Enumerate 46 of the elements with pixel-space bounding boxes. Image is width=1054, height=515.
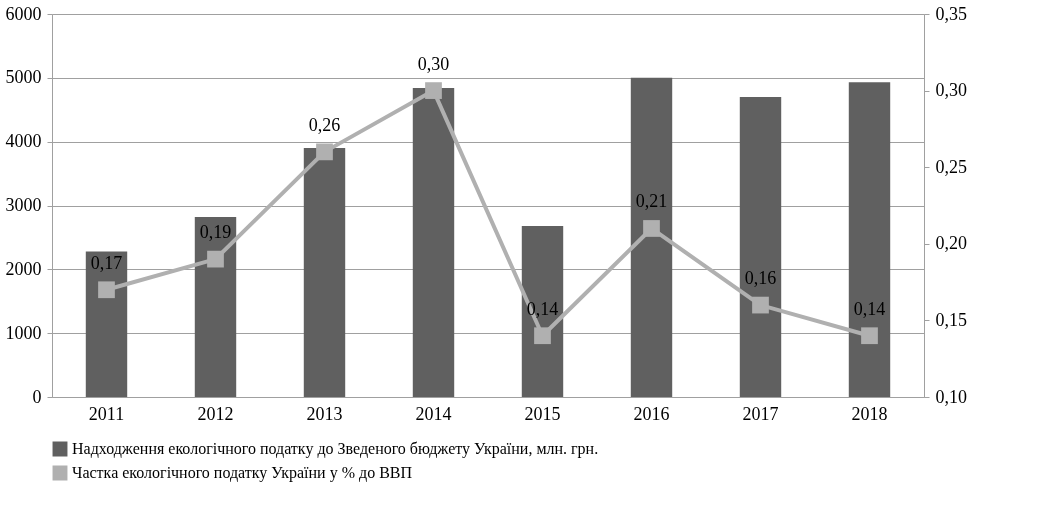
y2-tick-label: 0,15 (935, 309, 967, 330)
x-tick-label: 2011 (88, 403, 125, 424)
y-tick-label: 0 (32, 386, 42, 407)
point (207, 250, 224, 268)
y-tick-label: 1000 (5, 322, 42, 343)
y2-tick-label: 0,30 (935, 80, 967, 101)
legend-label: Частка екологічного податку України у % до ВВП (72, 464, 413, 482)
bar (521, 225, 564, 397)
bar (85, 251, 128, 397)
bar (194, 216, 237, 397)
x-tick-label: 2013 (306, 403, 343, 424)
bar (739, 96, 782, 397)
x-tick-label: 2015 (524, 403, 561, 424)
data-label: 0,14 (853, 298, 886, 319)
y-tick-label: 2000 (5, 258, 42, 279)
x-tick-label: 2012 (197, 403, 234, 424)
point (534, 327, 551, 345)
data-label: 0,16 (744, 268, 777, 289)
point (98, 281, 115, 299)
y-tick-label: 6000 (5, 3, 42, 24)
x-tick-label: 2014 (415, 403, 452, 424)
bar (630, 77, 673, 397)
y2-tick-label: 0,25 (935, 156, 967, 177)
data-label: 0,26 (308, 114, 341, 135)
data-label: 0,21 (635, 191, 668, 212)
data-label: 0,17 (90, 252, 123, 273)
bar (412, 88, 455, 397)
x-tick-label: 2017 (742, 403, 779, 424)
point (752, 296, 769, 314)
point (316, 143, 333, 161)
data-label: 0,30 (417, 53, 450, 74)
data-label: 0,19 (199, 222, 232, 243)
bar (303, 148, 346, 397)
y-tick-label: 3000 (5, 195, 42, 215)
x-tick-label: 2018 (851, 403, 888, 424)
y2-tick-label: 0,35 (935, 3, 967, 24)
point (861, 327, 878, 345)
y-tick-label: 4000 (5, 131, 42, 152)
point (643, 220, 660, 237)
legend-label: Надходження екологічного податку до Зведеного бюджету України, млн. грн. (72, 440, 599, 458)
y2-tick-label: 0,20 (935, 233, 967, 254)
x-tick-label: 2016 (633, 403, 670, 424)
bar (848, 82, 891, 397)
y2-tick-label: 0,10 (935, 386, 967, 407)
y-tick-label: 5000 (5, 67, 42, 88)
point (425, 82, 442, 99)
